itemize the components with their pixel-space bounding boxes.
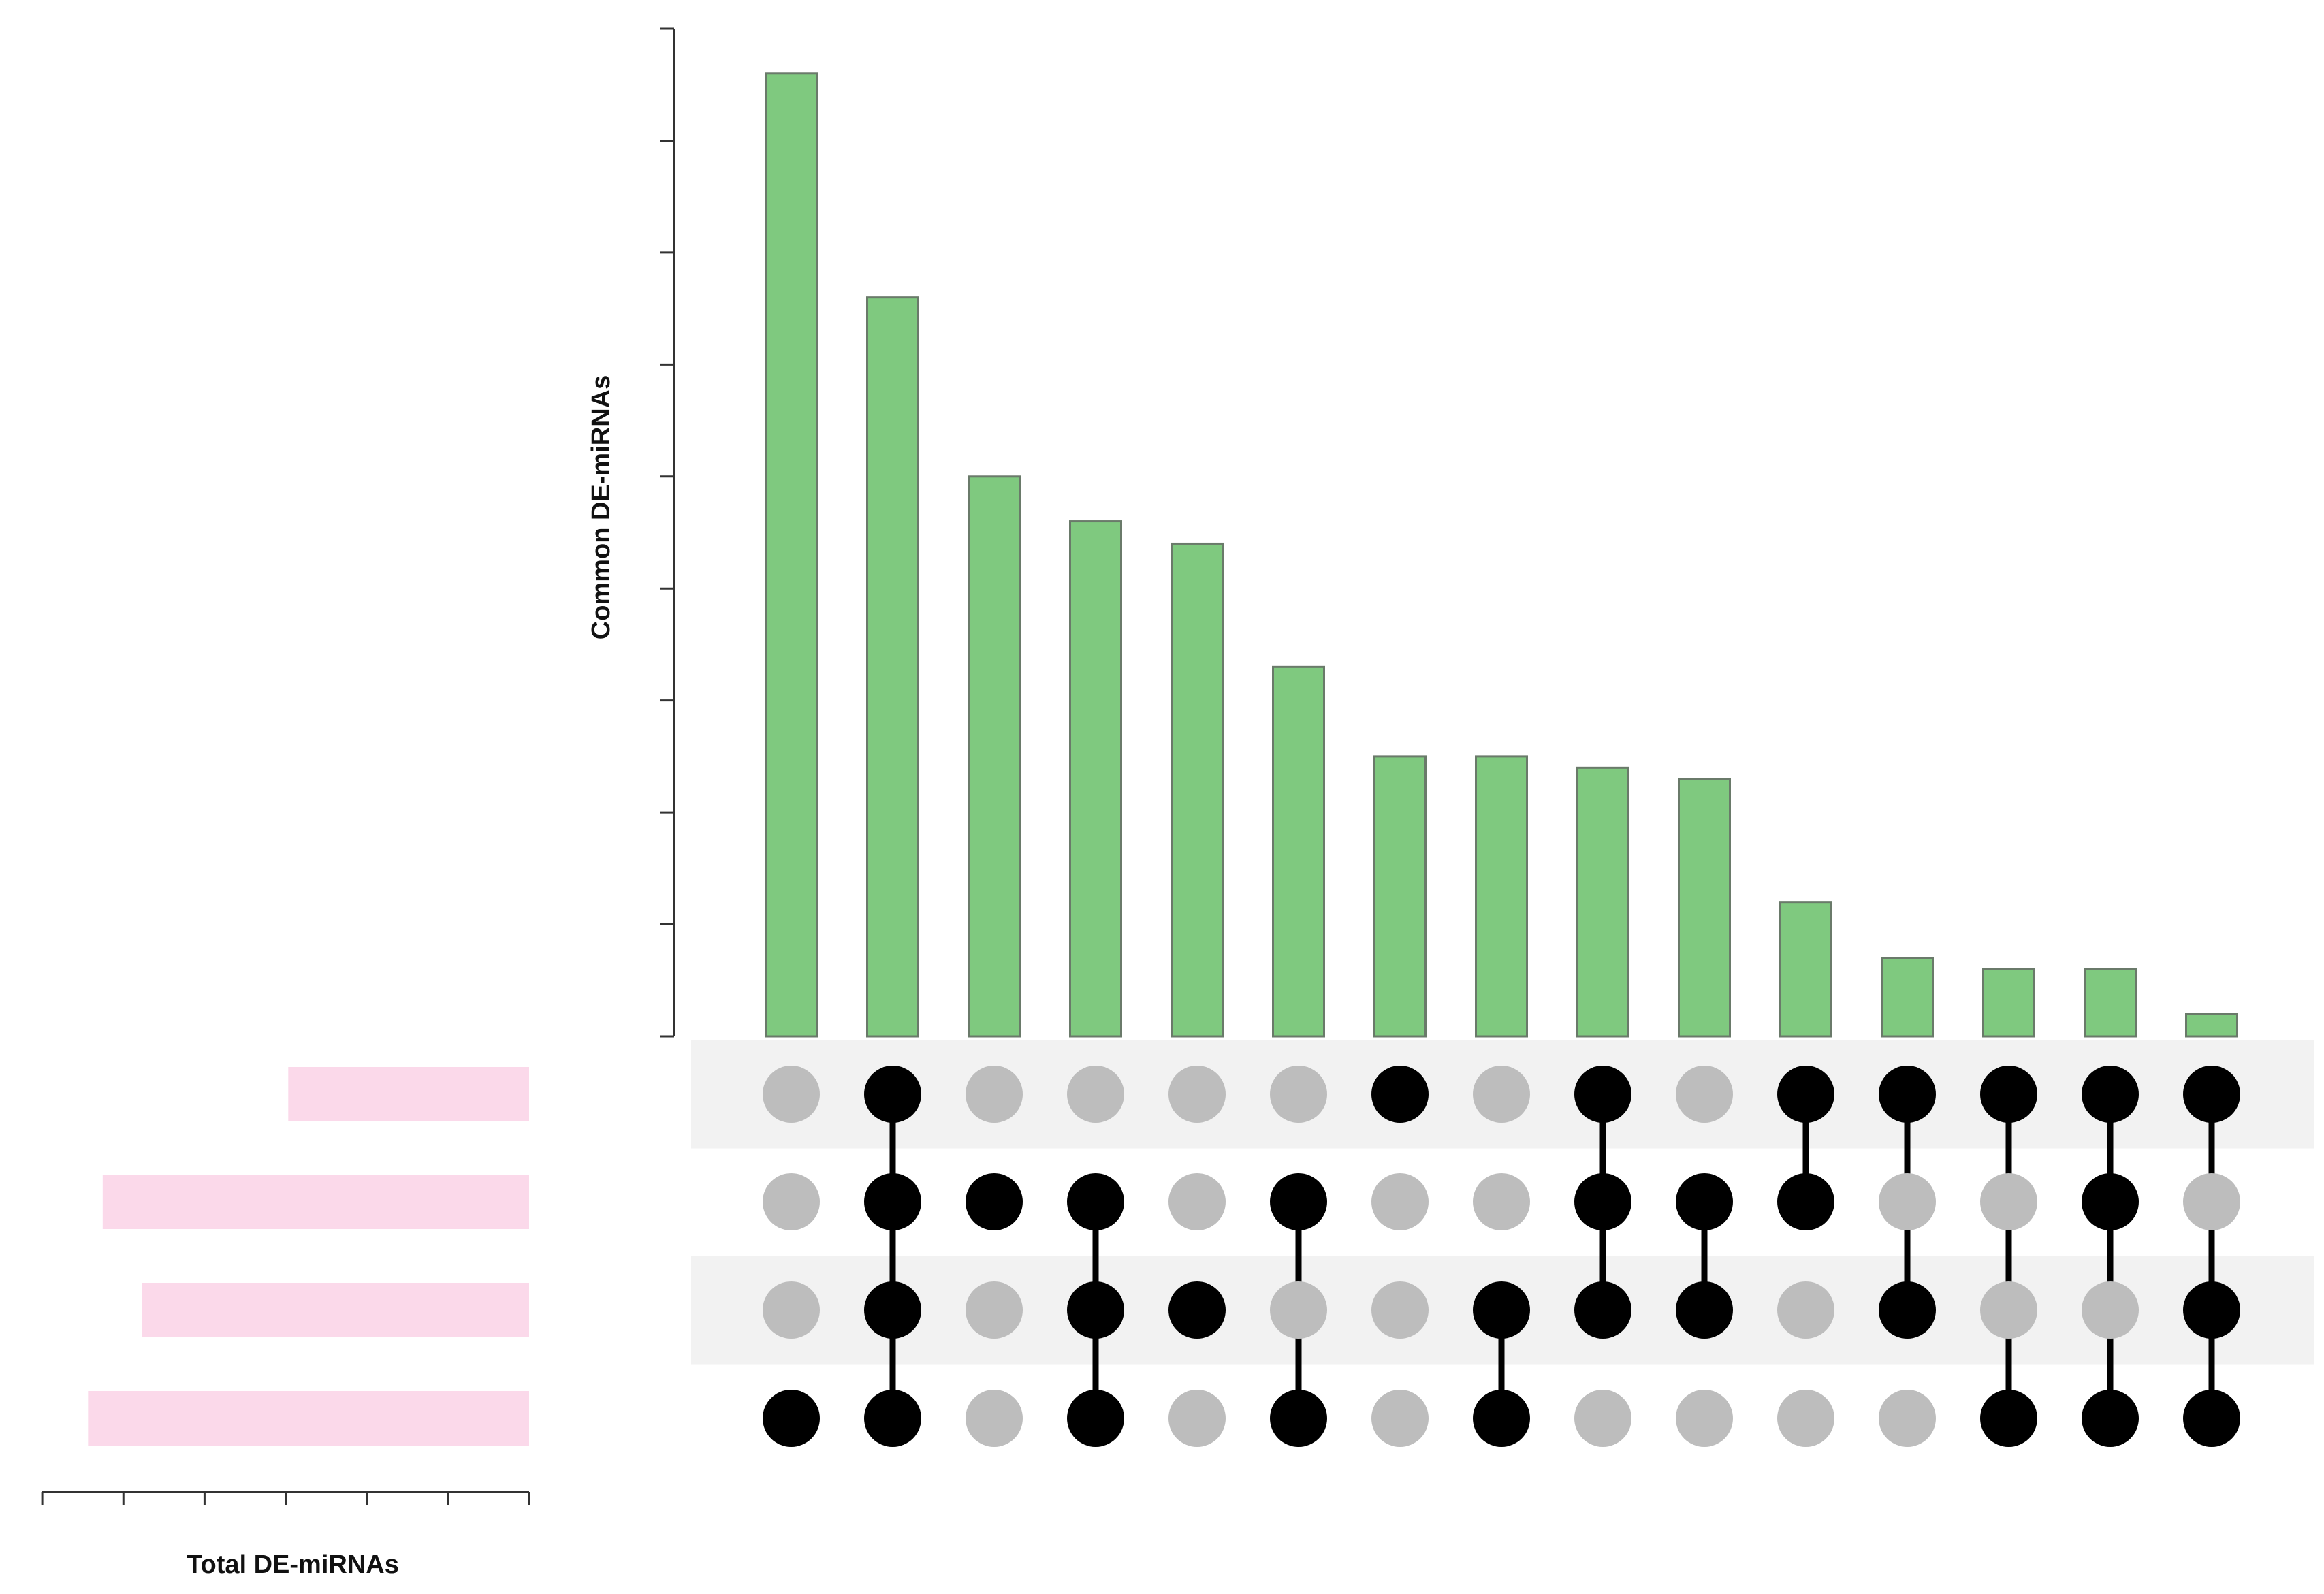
matrix-dot-active xyxy=(2183,1066,2240,1123)
matrix-dot-active xyxy=(2082,1390,2139,1447)
matrix-dot-active xyxy=(2183,1281,2240,1339)
intersection-bar xyxy=(968,475,1021,1038)
matrix-dot-active xyxy=(966,1173,1023,1230)
intersection-bar xyxy=(866,296,919,1038)
matrix-dot-inactive xyxy=(1371,1390,1429,1447)
matrix-dot-active xyxy=(1777,1173,1834,1230)
matrix-dot-active xyxy=(1980,1066,2037,1123)
set-size-bar xyxy=(102,1175,529,1229)
intersection-matrix xyxy=(763,1066,2240,1447)
matrix-dot-active xyxy=(1270,1173,1327,1230)
matrix-dot-active xyxy=(1980,1390,2037,1447)
matrix-dot-inactive xyxy=(1067,1066,1124,1123)
intersection-bar xyxy=(1982,968,2035,1038)
intersection-bar xyxy=(2185,1013,2238,1038)
matrix-dot-active xyxy=(864,1066,921,1123)
matrix-dot-active xyxy=(1067,1173,1124,1230)
matrix-dot-active xyxy=(1879,1066,1936,1123)
matrix-dot-inactive xyxy=(1879,1390,1936,1447)
intersection-bars xyxy=(765,72,2238,1038)
set-size-bar xyxy=(142,1283,529,1337)
set-size-bar xyxy=(88,1391,529,1446)
intersection-bar xyxy=(1373,755,1427,1038)
matrix-dot-inactive xyxy=(1168,1173,1226,1230)
set-size-bar xyxy=(288,1067,529,1121)
matrix-dot-inactive xyxy=(1371,1281,1429,1339)
matrix-dot-active xyxy=(2183,1390,2240,1447)
matrix-dot-inactive xyxy=(1270,1281,1327,1339)
matrix-dot-inactive xyxy=(1879,1173,1936,1230)
set-size-x-axis xyxy=(41,1491,530,1505)
intersection-bar xyxy=(1272,665,1325,1038)
matrix-dot-active xyxy=(1371,1066,1429,1123)
matrix-dot-inactive xyxy=(1168,1066,1226,1123)
matrix-dot-active xyxy=(1574,1281,1631,1339)
intersection-bar xyxy=(1779,901,1832,1038)
matrix-dot-inactive xyxy=(1676,1066,1733,1123)
matrix-dot-active xyxy=(2082,1173,2139,1230)
matrix-dot-active xyxy=(1574,1066,1631,1123)
matrix-dot-inactive xyxy=(966,1066,1023,1123)
matrix-dot-inactive xyxy=(1574,1390,1631,1447)
matrix-dot-active xyxy=(864,1281,921,1339)
matrix-dot-active xyxy=(1777,1066,1834,1123)
matrix-dot-active xyxy=(1676,1281,1733,1339)
matrix-dot-active xyxy=(2082,1066,2139,1123)
matrix-dot-inactive xyxy=(966,1390,1023,1447)
matrix-dot-inactive xyxy=(1980,1173,2037,1230)
matrix-dot-inactive xyxy=(1473,1173,1530,1230)
matrix-dot-active xyxy=(1473,1281,1530,1339)
matrix-dot-active xyxy=(1067,1390,1124,1447)
matrix-dot-inactive xyxy=(763,1066,820,1123)
set-size-axis-title: Total DE-miRNAs xyxy=(187,1550,399,1579)
matrix-dot-inactive xyxy=(1676,1390,1733,1447)
matrix-dot-inactive xyxy=(1777,1281,1834,1339)
intersection-bar xyxy=(765,72,818,1038)
intersection-axis-title: Common DE-miRNAs xyxy=(587,375,616,639)
matrix-dot-inactive xyxy=(1980,1281,2037,1339)
intersection-bar xyxy=(1069,520,1122,1038)
matrix-dot-active xyxy=(1879,1281,1936,1339)
intersection-y-axis xyxy=(660,27,675,1038)
matrix-dot-inactive xyxy=(763,1173,820,1230)
matrix-dot-active xyxy=(1168,1281,1226,1339)
matrix-dot-inactive xyxy=(966,1281,1023,1339)
intersection-bar xyxy=(1678,778,1731,1038)
matrix-dot-inactive xyxy=(1473,1066,1530,1123)
matrix-dot-active xyxy=(1473,1390,1530,1447)
matrix-dot-active xyxy=(864,1390,921,1447)
intersection-bar xyxy=(1475,755,1528,1038)
matrix-dot-inactive xyxy=(1777,1390,1834,1447)
intersection-bar xyxy=(1171,542,1224,1038)
set-size-bars xyxy=(88,1067,529,1446)
matrix-dot-inactive xyxy=(763,1281,820,1339)
intersection-bar xyxy=(2084,968,2137,1038)
matrix-dot-active xyxy=(1676,1173,1733,1230)
matrix-dot-inactive xyxy=(1168,1390,1226,1447)
matrix-dot-active xyxy=(1574,1173,1631,1230)
intersection-bar xyxy=(1576,766,1629,1038)
matrix-dot-inactive xyxy=(1270,1066,1327,1123)
matrix-dot-inactive xyxy=(2183,1173,2240,1230)
matrix-dot-inactive xyxy=(1371,1173,1429,1230)
intersection-bar xyxy=(1881,957,1934,1038)
matrix-dot-active xyxy=(864,1173,921,1230)
matrix-dot-active xyxy=(1067,1281,1124,1339)
matrix-dot-inactive xyxy=(2082,1281,2139,1339)
matrix-dot-active xyxy=(1270,1390,1327,1447)
matrix-dot-active xyxy=(763,1390,820,1447)
